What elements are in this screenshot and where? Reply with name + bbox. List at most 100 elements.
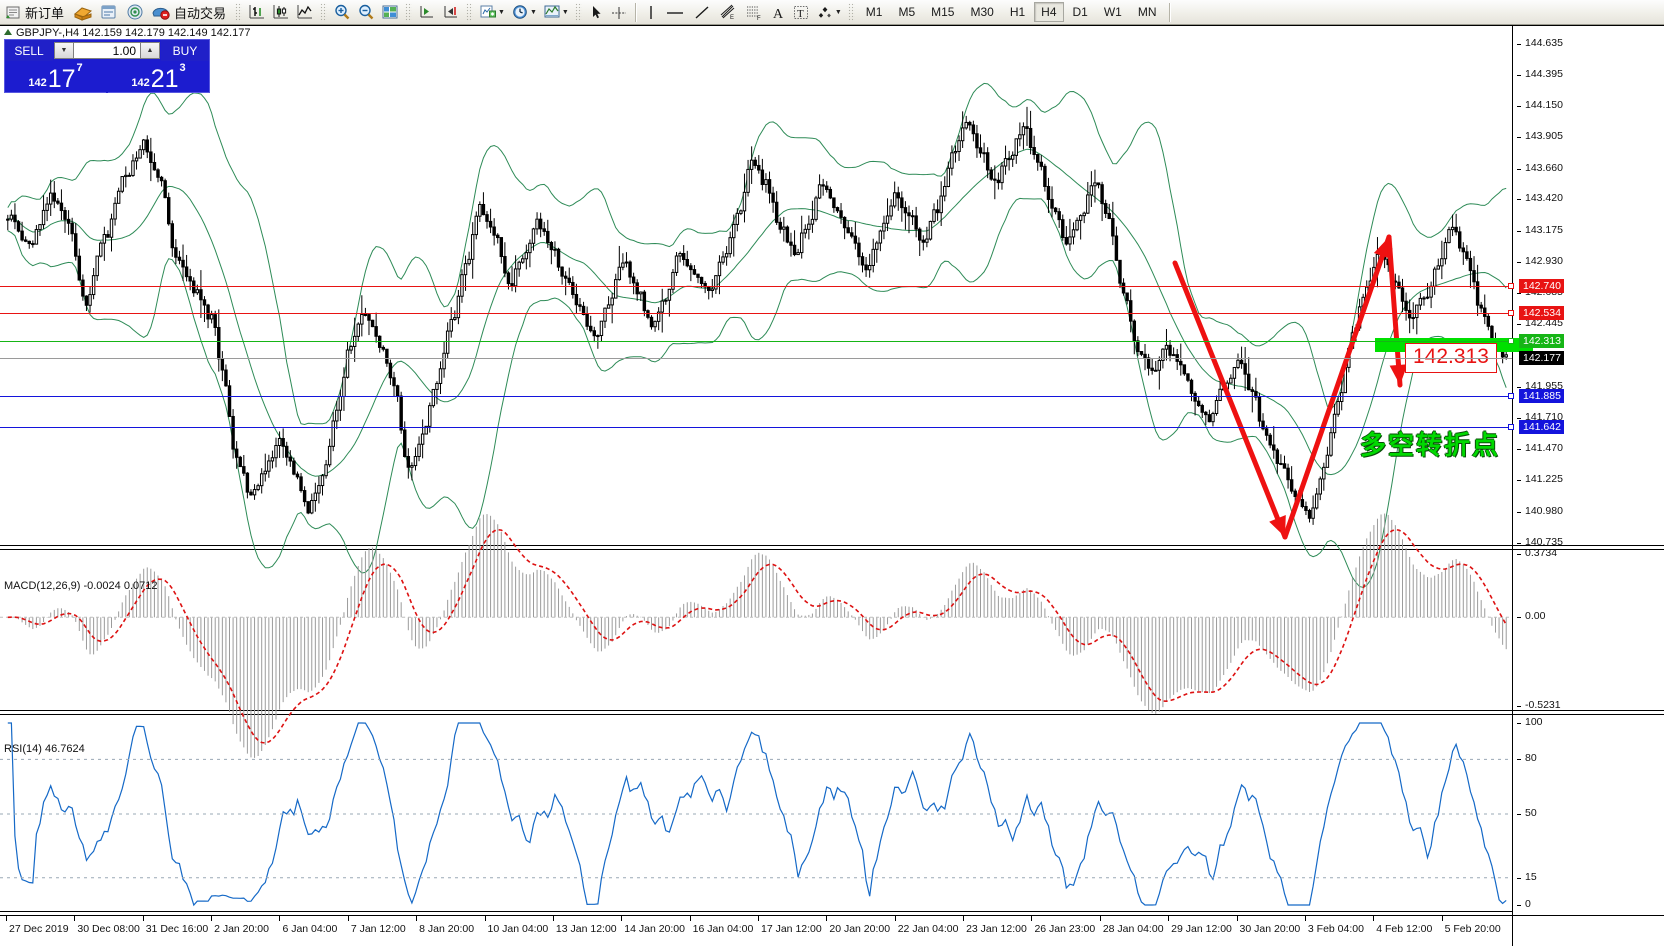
market-watch-button[interactable]: [96, 1, 122, 24]
price-level-line-141.642[interactable]: [0, 426, 1512, 428]
buy-price-fraction: 3: [179, 62, 186, 74]
timeframe-h1[interactable]: H1: [1009, 5, 1026, 19]
volume-input[interactable]: 1.00: [74, 42, 140, 59]
crosshair-button[interactable]: [607, 1, 631, 24]
level-handle[interactable]: [1508, 338, 1514, 345]
price-level-tag-142.313[interactable]: 142.313: [1519, 334, 1564, 349]
timeframe-m30[interactable]: M30: [970, 5, 994, 19]
sell-button[interactable]: SELL: [5, 40, 53, 61]
price-level-tag-142.740[interactable]: 142.740: [1519, 279, 1564, 294]
shapes-dropdown-arrow[interactable]: ▼: [834, 8, 842, 16]
text-label-button[interactable]: T: [789, 1, 813, 24]
price-level-line-142.740[interactable]: [0, 286, 1512, 288]
time-tick-mark: [894, 916, 896, 921]
zoom-in-button[interactable]: [330, 1, 354, 24]
chinese-annotation[interactable]: 多空转折点: [1360, 430, 1501, 460]
new-order-label: 新订单: [25, 5, 65, 21]
svg-text:T: T: [797, 8, 804, 20]
volume-increment-button[interactable]: ▲: [140, 42, 160, 59]
price-level-tag-142.534[interactable]: 142.534: [1519, 305, 1564, 320]
timeframe-m15[interactable]: M15: [931, 5, 955, 19]
time-tick-mark: [1168, 916, 1170, 921]
price-tick-label: 144.635: [1525, 36, 1563, 49]
signals-button[interactable]: [122, 1, 148, 24]
candlestick-chart-button[interactable]: [269, 1, 293, 24]
time-tick-mark: [74, 916, 76, 921]
templates-dropdown-arrow[interactable]: ▼: [561, 8, 569, 16]
buy-button[interactable]: BUY: [161, 40, 209, 61]
expert-advisors-button[interactable]: [70, 1, 96, 24]
timeframe-mn[interactable]: MN: [1137, 5, 1157, 19]
price-callout-142313[interactable]: 142.313: [1405, 343, 1497, 373]
level-handle[interactable]: [1508, 309, 1514, 316]
rsi-tick-label: 15: [1525, 870, 1537, 883]
text-button[interactable]: A: [767, 1, 789, 24]
macd-tick-label: 0.00: [1525, 610, 1546, 623]
price-level-line-141.885[interactable]: [0, 395, 1512, 397]
timeframe-m5[interactable]: M5: [898, 5, 916, 19]
new-order-button[interactable]: 新订单: [2, 1, 70, 24]
autotrading-button[interactable]: 自动交易: [148, 1, 232, 24]
level-handle[interactable]: [1508, 392, 1514, 399]
indicators-dropdown-arrow[interactable]: ▼: [498, 8, 505, 16]
price-tick-mark: [1517, 448, 1521, 450]
price-tick-mark: [1517, 511, 1521, 513]
volume-decrement-button[interactable]: ▼: [54, 42, 74, 59]
zoom-out-button[interactable]: [354, 1, 378, 24]
collapse-triangle-icon[interactable]: [4, 29, 12, 35]
market-watch-icon: [99, 3, 119, 22]
line-chart-button[interactable]: [293, 1, 317, 24]
timeframe-m1[interactable]: M1: [865, 5, 883, 19]
price-tick-label: 143.420: [1525, 192, 1563, 205]
period-button[interactable]: ▼: [508, 1, 540, 24]
sell-price-display[interactable]: 142 17 7: [5, 61, 108, 93]
time-tick-mark: [211, 916, 213, 921]
trendline-button[interactable]: [689, 1, 715, 24]
price-level-line-142.534[interactable]: [0, 312, 1512, 314]
vline-button[interactable]: [641, 1, 661, 24]
price-level-tag-141.642[interactable]: 141.642: [1519, 419, 1564, 434]
indicators-button[interactable]: ▼: [476, 1, 508, 24]
shapes-button[interactable]: ▼: [813, 1, 845, 24]
hline-button[interactable]: [661, 1, 689, 24]
timeframe-h4[interactable]: H4: [1034, 2, 1064, 22]
chart-shift-button[interactable]: [439, 1, 463, 24]
buy-price-main: 21: [150, 65, 179, 93]
time-tick-mark: [963, 916, 965, 921]
time-tick-mark: [279, 916, 281, 921]
period-dropdown-arrow[interactable]: ▼: [529, 8, 537, 16]
price-level-tag-142.177[interactable]: 142.177: [1519, 351, 1564, 366]
time-tick-mark: [142, 916, 144, 921]
time-tick-label: 14 Jan 20:00: [624, 923, 685, 935]
scroll-end-button[interactable]: [415, 1, 439, 24]
tile-windows-button[interactable]: [378, 1, 402, 24]
templates-button[interactable]: ▼: [540, 1, 572, 24]
price-level-tag-141.885[interactable]: 141.885: [1519, 388, 1564, 403]
time-tick-mark: [1304, 916, 1306, 921]
price-tick-mark: [1517, 480, 1521, 482]
bar-chart-button[interactable]: [245, 1, 269, 24]
rsi-tick-label-mark: [1517, 759, 1521, 761]
toolbar-divider: [235, 2, 243, 22]
manual-drawings: [1172, 234, 1408, 540]
time-tick-mark: [758, 916, 759, 921]
autotrading-icon: [151, 3, 171, 22]
time-tick-label: 2 Jan 20:00: [214, 923, 269, 935]
one-click-trading-panel[interactable]: SELL ▼ 1.00 ▲ BUY 142 17 7 142 21 3: [4, 39, 210, 93]
level-handle[interactable]: [1508, 283, 1514, 290]
hline-icon: [664, 4, 686, 21]
fibonacci-button[interactable]: F: [741, 1, 767, 24]
buy-price-display[interactable]: 142 21 3: [108, 61, 209, 93]
chart-canvas[interactable]: GBPJPY-,H4 142.159 142.179 142.149 142.1…: [0, 25, 1664, 946]
equidistant-channel-button[interactable]: E: [715, 1, 741, 24]
timeframe-w1[interactable]: W1: [1103, 5, 1122, 19]
cursor-button[interactable]: [585, 1, 607, 24]
timeframe-d1[interactable]: D1: [1072, 5, 1088, 19]
price-tick-label: 141.470: [1525, 441, 1563, 454]
time-axis[interactable]: 27 Dec 2019 30 Dec 08:00 31 Dec 16:00 2 Jan…: [0, 916, 1664, 946]
price-tick-label: 144.150: [1525, 99, 1563, 112]
time-tick-label: 20 Jan 20:00: [829, 923, 891, 935]
level-handle[interactable]: [1508, 423, 1514, 430]
price-tick-label: 143.660: [1525, 161, 1563, 174]
price-level-line-142.313[interactable]: [0, 341, 1512, 343]
